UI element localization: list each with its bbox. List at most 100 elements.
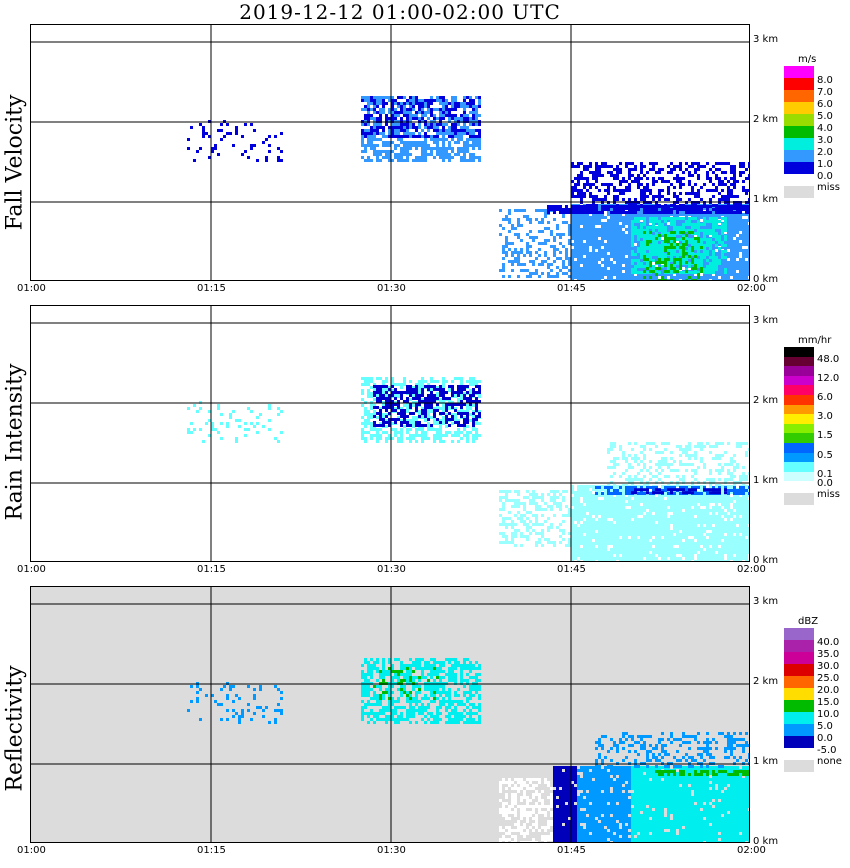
echo-cell — [622, 243, 625, 246]
echo-cell — [619, 261, 622, 264]
echo-cell — [517, 490, 520, 493]
echo-cell — [658, 247, 661, 250]
echo-cell — [685, 220, 688, 223]
echo-cell — [694, 259, 697, 262]
echo-cell — [649, 205, 652, 208]
echo-cell — [562, 499, 565, 502]
echo-cell — [721, 276, 724, 279]
echo-cell — [613, 270, 616, 273]
echo-cell — [475, 391, 478, 394]
echo-cell — [520, 535, 523, 538]
echo-cell — [547, 257, 550, 260]
echo-cell — [523, 502, 526, 505]
echo-cell — [205, 422, 208, 425]
echo-cell — [661, 261, 664, 264]
legend-label: 6.0 — [817, 99, 833, 110]
echo-cell — [592, 264, 595, 267]
echo-cell — [499, 233, 502, 236]
echo-cell — [655, 250, 658, 253]
echo-cell — [736, 261, 739, 264]
echo-cell — [670, 237, 673, 240]
echo-cell — [475, 111, 478, 114]
echo-cell — [601, 255, 604, 258]
echo-cell — [394, 102, 397, 105]
echo-cell — [733, 246, 736, 249]
echo-cell — [586, 234, 589, 237]
echo-cell — [478, 105, 481, 108]
echo-cell — [376, 132, 379, 135]
echo-cell — [472, 424, 475, 427]
echo-cell — [391, 409, 394, 412]
echo-cell — [565, 257, 568, 260]
echo-cell — [730, 252, 733, 255]
echo-cell — [550, 245, 553, 248]
echo-cell — [571, 497, 574, 500]
echo-cell — [544, 254, 547, 257]
echo-cell — [550, 496, 553, 499]
legend-swatch — [784, 138, 814, 150]
echo-cell — [472, 132, 475, 135]
echo-cell — [589, 503, 592, 506]
echo-cell — [580, 512, 583, 515]
echo-cell — [679, 267, 682, 270]
echo-cell — [532, 496, 535, 499]
echo-cell — [421, 398, 424, 401]
echo-cell — [454, 391, 457, 394]
echo-cell — [448, 385, 451, 388]
echo-cell — [376, 117, 379, 120]
echo-cell — [472, 416, 475, 419]
echo-cell — [628, 273, 631, 276]
echo-cell — [694, 276, 697, 279]
echo-cell — [478, 123, 481, 126]
echo-cell — [586, 258, 589, 261]
echo-cell — [436, 409, 439, 412]
echo-cell — [436, 437, 439, 440]
echo-cell — [598, 530, 601, 533]
echo-cell — [430, 385, 433, 388]
echo-cell — [658, 171, 661, 174]
echo-cell — [565, 221, 568, 224]
echo-cell — [412, 419, 415, 422]
echo-cell — [682, 262, 685, 265]
echo-cell — [610, 240, 613, 243]
echo-cell — [580, 234, 583, 237]
echo-cell — [247, 407, 250, 410]
echo-cell — [697, 208, 700, 211]
echo-cell — [742, 162, 745, 165]
echo-cell — [610, 560, 613, 561]
echo-cell — [439, 108, 442, 111]
echo-cell — [592, 521, 595, 524]
echo-cell — [619, 252, 622, 255]
echo-cell — [574, 240, 577, 243]
echo-cell — [430, 380, 433, 383]
echo-cell — [607, 494, 610, 497]
echo-cell — [589, 228, 592, 231]
echo-cell — [382, 108, 385, 111]
echo-cell — [631, 244, 634, 247]
echo-cell — [442, 412, 445, 415]
echo-cell — [598, 554, 601, 557]
echo-cell — [601, 494, 604, 497]
echo-cell — [655, 205, 658, 208]
echo-cell — [715, 213, 718, 216]
echo-cell — [445, 153, 448, 156]
echo-cell — [439, 421, 442, 424]
echo-cell — [661, 247, 664, 250]
echo-cell — [598, 276, 601, 279]
echo-cell — [664, 220, 667, 223]
echo-cell — [646, 171, 649, 174]
echo-cell — [391, 406, 394, 409]
echo-cell — [595, 542, 598, 545]
echo-cell — [619, 228, 622, 231]
echo-cell — [733, 222, 736, 225]
echo-cell — [454, 419, 457, 422]
echo-cell — [427, 437, 430, 440]
echo-cell — [559, 541, 562, 544]
echo-cell — [715, 228, 718, 231]
echo-cell — [589, 485, 592, 488]
echo-cell — [445, 409, 448, 412]
echo-cell — [436, 153, 439, 156]
echo-cell — [658, 226, 661, 229]
echo-cell — [652, 177, 655, 180]
echo-cell — [604, 249, 607, 252]
